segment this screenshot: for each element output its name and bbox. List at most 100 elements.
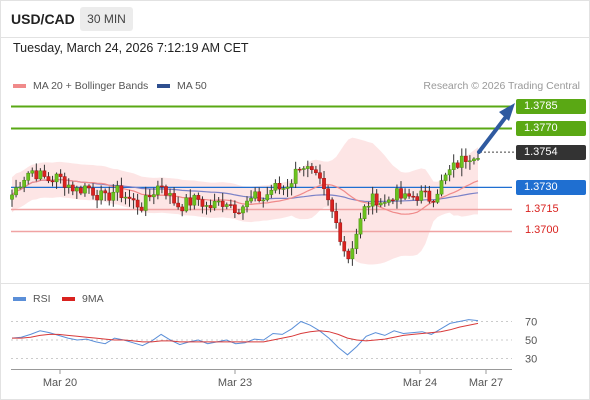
candle-down — [407, 193, 411, 197]
candle-down — [91, 187, 95, 196]
candle-up — [293, 168, 298, 184]
candle-up — [350, 248, 355, 260]
candle-down — [391, 199, 395, 202]
candle-down — [62, 176, 67, 188]
candle-down — [342, 241, 347, 252]
candle-up — [204, 205, 209, 207]
candle-up — [253, 191, 257, 199]
candle-up — [476, 158, 480, 160]
candle-down — [334, 211, 339, 223]
candle-up — [192, 195, 197, 206]
candle-up — [38, 170, 43, 180]
chart-header: USD/CAD 30 MIN — [0, 0, 590, 38]
candle-down — [399, 188, 403, 199]
candle-up — [241, 206, 245, 214]
candle-up — [54, 173, 59, 183]
candle-down — [318, 172, 322, 179]
rsi-ma-swatch — [62, 297, 75, 301]
forecast-arrow-head — [499, 103, 515, 121]
ma50-legend-label: MA 50 — [177, 80, 207, 92]
candle-up — [216, 200, 221, 203]
ma20-legend: MA 20 + Bollinger Bands — [13, 80, 148, 92]
candle-up — [224, 204, 229, 207]
candle-up — [123, 196, 128, 199]
candle-down — [119, 185, 124, 198]
candle-up — [168, 193, 172, 196]
candle-up — [451, 162, 456, 170]
candle-down — [196, 195, 201, 200]
rsi-legend-label: RSI — [33, 293, 51, 305]
timestamp: Tuesday, March 24, 2026 7:12:19 AM CET — [13, 41, 249, 55]
time-tick-label: Mar 20 — [43, 377, 77, 389]
candle-down — [220, 200, 225, 207]
timeframe-button[interactable]: 30 MIN — [80, 7, 133, 31]
candle-up — [370, 193, 375, 207]
candle-down — [233, 204, 237, 214]
rsi-tick-label: 70 — [525, 317, 537, 329]
candle-up — [358, 218, 363, 235]
candle-down — [87, 185, 91, 189]
time-tick-label: Mar 27 — [469, 377, 503, 389]
candle-down — [34, 170, 39, 180]
candle-up — [249, 198, 253, 202]
candle-up — [472, 158, 476, 162]
candle-down — [411, 195, 416, 198]
candle-down — [346, 250, 351, 260]
candle-up — [301, 168, 306, 170]
candle-up — [10, 194, 14, 200]
ma20-legend-label: MA 20 + Bollinger Bands — [33, 80, 149, 92]
candle-up — [99, 190, 103, 201]
candle-down — [103, 190, 108, 194]
candle-up — [30, 170, 35, 174]
rsi-ma-legend: 9MA — [62, 293, 104, 305]
candle-down — [135, 199, 140, 208]
candle-up — [212, 201, 217, 209]
candle-down — [172, 193, 176, 204]
candle-up — [435, 193, 440, 203]
candle-down — [374, 193, 379, 206]
candle-down — [58, 173, 63, 177]
candle-up — [265, 194, 270, 201]
candle-down — [330, 199, 334, 212]
candle-up — [285, 186, 290, 189]
candle-down — [127, 196, 132, 199]
candle-down — [188, 197, 193, 206]
candle-up — [83, 185, 87, 194]
candle-up — [26, 172, 31, 181]
candle-up — [468, 160, 472, 163]
candle-up — [111, 191, 116, 201]
candle-down — [326, 188, 330, 201]
candle-down — [463, 155, 468, 162]
candle-down — [200, 199, 205, 207]
candle-down — [70, 184, 75, 192]
time-tick-label: Mar 24 — [403, 377, 437, 389]
candle-down — [42, 170, 47, 177]
rsi-swatch — [13, 297, 26, 301]
support-2-label: 1.3700 — [525, 224, 559, 236]
candle-up — [366, 205, 371, 208]
candle-down — [322, 178, 326, 190]
candle-down — [427, 190, 432, 202]
candle-down — [431, 201, 436, 203]
candle-down — [455, 162, 460, 168]
candle-down — [147, 195, 152, 198]
support-1-label: 1.3715 — [525, 203, 559, 215]
candle-up — [395, 188, 399, 201]
candle-up — [269, 189, 274, 195]
rsi-legend: RSI — [13, 293, 51, 305]
ma20-swatch — [13, 84, 26, 88]
candle-down — [208, 205, 213, 209]
candle-up — [18, 186, 22, 189]
candle-down — [297, 168, 302, 171]
candle-up — [382, 202, 387, 204]
candle-up — [115, 185, 120, 193]
candle-down — [257, 191, 262, 202]
candle-up — [387, 199, 391, 203]
candle-down — [160, 185, 164, 188]
candle-up — [151, 194, 156, 198]
candle-up — [289, 183, 294, 188]
candle-down — [310, 166, 314, 170]
